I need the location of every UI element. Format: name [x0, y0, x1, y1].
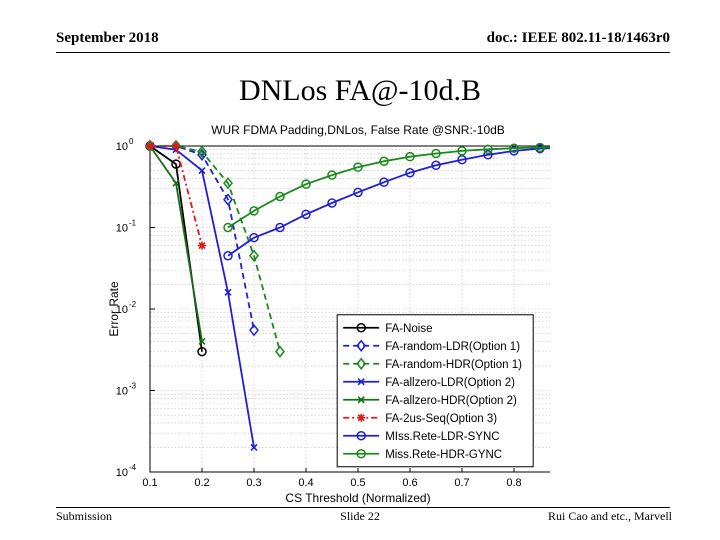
data-point [301, 179, 311, 189]
data-point [509, 143, 519, 153]
data-point [353, 162, 363, 172]
data-point [379, 156, 389, 166]
data-point [327, 198, 337, 208]
header-rule [56, 52, 670, 53]
data-point [353, 187, 363, 198]
x-tick-label: 0.1 [142, 477, 157, 489]
data-point [509, 146, 519, 156]
data-point [249, 323, 259, 337]
data-point [223, 176, 233, 190]
data-point [223, 193, 233, 206]
legend-label: FA-2us-Seq(Option 3) [385, 413, 497, 425]
footer-author: Rui Cao and etc., Marvell [548, 509, 672, 523]
legend: FA-Noise FA-random-LDR(Option 1) FA-random… [336, 314, 534, 468]
series-line [150, 145, 203, 246]
legend-item: FA-2us-Seq(Option 3) [343, 413, 497, 425]
x-tick-label: 0.2 [194, 477, 209, 489]
series-6 [146, 142, 206, 250]
data-point [356, 431, 366, 441]
data-point [357, 378, 365, 386]
data-point [431, 148, 441, 159]
y-tick-exponent: -3 [129, 382, 137, 391]
series-line [150, 145, 255, 331]
data-point [197, 145, 207, 158]
data-point [379, 177, 389, 187]
legend-item: Miss.Rete-HDR-GYNC [343, 449, 502, 461]
data-point [223, 222, 233, 233]
y-tick-label: 10 [116, 467, 128, 479]
legend-label: FA-random-HDR(Option 1) [385, 359, 522, 371]
legend-item: MIss.Rete-LDR-SYNC [343, 431, 500, 443]
data-point [356, 449, 366, 459]
header-doc-id: doc.: IEEE 802.11-18/1463r0 [486, 30, 670, 46]
error-rate-chart: WUR FDMA Padding,DNLos, False Rate @SNR:… [107, 123, 550, 505]
x-tick-label: 0.3 [246, 477, 261, 489]
data-point [275, 222, 285, 233]
data-point [198, 166, 206, 175]
legend-label: FA-Noise [385, 323, 432, 335]
legend-item: FA-allzero-HDR(Option 2) [343, 395, 517, 407]
y-tick-exponent: 0 [129, 137, 134, 146]
data-point [224, 288, 232, 296]
legend-box [336, 314, 534, 468]
footer-submission: Submission [56, 509, 113, 523]
series-7 [223, 143, 550, 261]
series-8 [223, 142, 550, 233]
data-point [197, 346, 207, 357]
data-point [249, 249, 259, 262]
data-point [250, 443, 258, 452]
y-tick-label: 10 [116, 304, 128, 316]
data-point [146, 142, 154, 150]
legend-label: FA-allzero-LDR(Option 2) [385, 377, 515, 389]
data-point [483, 144, 493, 155]
chart-title: WUR FDMA Padding,DNLos, False Rate @SNR:… [211, 123, 505, 137]
legend-label: Miss.Rete-HDR-GYNC [385, 449, 502, 461]
x-tick-label: 0.8 [506, 477, 521, 489]
x-tick-label: 0.5 [350, 477, 365, 489]
x-tick-label: 0.4 [298, 477, 313, 489]
data-point [356, 323, 366, 333]
legend-label: FA-random-LDR(Option 1) [385, 341, 520, 353]
data-point [275, 345, 285, 358]
data-point [535, 142, 545, 153]
data-point [357, 413, 366, 422]
legend-item: FA-allzero-LDR(Option 2) [343, 377, 515, 389]
data-point [327, 170, 337, 180]
data-point [405, 151, 415, 162]
y-axis-label: Error Rate [107, 281, 121, 337]
data-point [249, 232, 259, 243]
data-point [483, 150, 493, 160]
data-point [249, 206, 259, 216]
x-tick-label: 0.7 [454, 477, 469, 489]
data-point [172, 142, 180, 150]
y-tick-label: 10 [116, 223, 128, 235]
y-tick-exponent: -2 [129, 300, 137, 309]
footer-slide-number: Slide 22 [340, 509, 380, 523]
data-point [356, 357, 367, 370]
y-tick-label: 10 [116, 141, 128, 153]
legend-label: FA-allzero-HDR(Option 2) [385, 395, 517, 407]
legend-item: FA-Noise [343, 323, 432, 335]
x-axis-label: CS Threshold (Normalized) [285, 491, 430, 505]
footer-rule [56, 507, 670, 508]
y-tick-label: 10 [116, 386, 128, 398]
data-point [356, 339, 367, 352]
slide-title: DNLos FA@-10d.B [238, 74, 482, 107]
data-point [457, 146, 467, 156]
data-point [405, 167, 415, 178]
y-tick-exponent: -1 [129, 219, 137, 228]
y-tick-exponent: -4 [129, 463, 137, 472]
data-point [357, 396, 365, 404]
data-point [301, 209, 311, 220]
data-point [223, 251, 233, 261]
data-point [431, 160, 441, 171]
data-point [172, 179, 180, 187]
header-date: September 2018 [56, 30, 159, 46]
x-tick-label: 0.6 [402, 477, 417, 489]
data-point [198, 241, 206, 250]
data-point [198, 337, 206, 345]
legend-label: MIss.Rete-LDR-SYNC [385, 431, 499, 443]
data-point [275, 191, 285, 202]
